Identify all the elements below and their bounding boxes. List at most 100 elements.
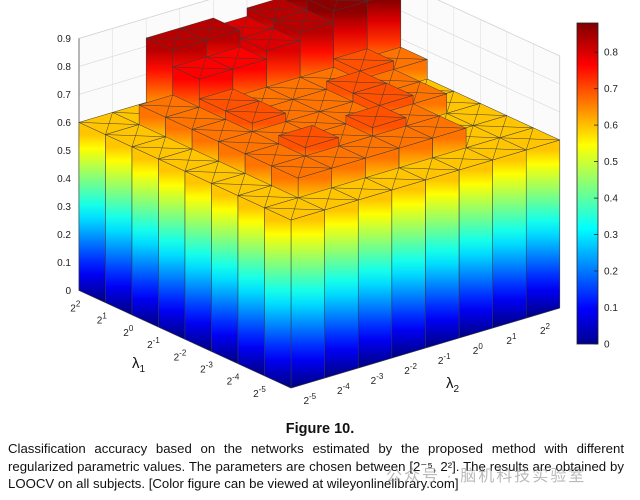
bar-face [391, 179, 426, 359]
bar-top-diagonal [271, 165, 332, 169]
bar-top-diagonal [264, 207, 325, 211]
colorbar-tick-label: 0.5 [604, 157, 618, 168]
lambda2-tick-label: 2-2 [404, 362, 417, 377]
bar-face [492, 149, 527, 329]
bar-top-diagonal [218, 141, 279, 145]
bar-top-diagonal [405, 125, 467, 129]
bar-top-diagonal [245, 153, 306, 157]
bars-group [78, 0, 561, 389]
lambda1-tick-label: 21 [97, 312, 108, 327]
bar-top-diagonal [139, 104, 200, 108]
bar-top-diagonal [266, 86, 327, 90]
lambda2-tick-label: 2-1 [438, 352, 451, 367]
z-tick-label: 0.4 [57, 174, 71, 185]
bar-top-diagonal [305, 155, 366, 159]
z-axis-ticks: 0 0.1 0.2 0.3 0.4 0.5 0.6 0.7 0.8 0.9 [57, 34, 71, 297]
bar-face [357, 189, 393, 369]
z-tick-label: 0 [65, 286, 71, 297]
bar-top-diagonal [246, 7, 308, 11]
z-tick-label: 0.5 [57, 146, 71, 157]
bar-top-diagonal [327, 0, 368, 2]
bar-top-diagonal [206, 56, 267, 60]
bar-face [105, 134, 133, 316]
bar-top-diagonal [199, 98, 260, 102]
bar-top-diagonal [158, 158, 219, 162]
figure-caption-title: Figure 10. [285, 421, 355, 437]
bar-0-0 [263, 197, 326, 389]
bar-top-diagonal [211, 183, 272, 186]
colorbar-tick-label: 0.6 [604, 121, 618, 132]
bar-face [290, 209, 325, 389]
bar-face [425, 169, 460, 349]
bar-face [184, 170, 212, 352]
colorbar-tick-label: 0.2 [604, 267, 618, 278]
bar-top-diagonal [239, 38, 301, 42]
bar-top-diagonal [165, 116, 226, 120]
colorbar-tick-label: 0.3 [604, 230, 618, 241]
bar-top-diagonal [352, 92, 414, 96]
bar-top-diagonal [473, 125, 534, 129]
lambda2-tick-label: 22 [540, 322, 551, 337]
bar-top-diagonal [78, 122, 140, 125]
bar-face [324, 199, 359, 379]
bar-top-diagonal [446, 113, 507, 116]
bar-top-diagonal [192, 129, 253, 132]
bar-top-diagonal [398, 167, 460, 171]
colorbar-tick-label: 0 [604, 340, 610, 351]
bar-top [363, 0, 373, 2]
lambda1-tick-label: 2-5 [253, 385, 266, 400]
bar-top-diagonal [146, 37, 207, 41]
z-tick-label: 0.8 [57, 62, 71, 73]
z-tick-label: 0.7 [57, 90, 71, 101]
lambda2-tick-label: 21 [506, 332, 517, 347]
bar-face [131, 146, 159, 328]
bar-top-diagonal [184, 170, 246, 174]
bar3d-chart: 0 0.1 0.2 0.3 0.4 0.5 0.6 0.7 0.8 0.9 2-5 2-4 2-3 2-… [57, 0, 618, 407]
colorbar-tick-label: 0.8 [604, 48, 618, 59]
bar-top-diagonal [131, 146, 193, 150]
z-gridline [78, 0, 560, 57]
bar-face [211, 183, 239, 364]
bar-face [237, 195, 265, 377]
watermark: 公众号 · 脑机科技实验室 [386, 468, 587, 485]
lambda1-tick-label: 20 [123, 324, 134, 339]
lambda1-axis-ticks: 2-5 2-4 2-3 2-2 2-1 20 21 22 [70, 300, 266, 400]
bar-top-diagonal [338, 145, 399, 149]
bar-top-diagonal [499, 137, 560, 141]
bar-top-diagonal [105, 134, 166, 138]
colorbar-tick-label: 0.1 [604, 303, 618, 314]
colorbar-tick-label: 0.7 [604, 84, 618, 95]
z-tick-label: 0.9 [57, 34, 71, 45]
z-tick-label: 0.2 [57, 230, 71, 241]
lambda1-tick-label: 2-4 [227, 373, 240, 388]
lambda2-tick-label: 2-3 [371, 372, 384, 387]
bar-top-diagonal [372, 135, 433, 139]
bar-top-diagonal [345, 115, 407, 118]
lambda2-tick-label: 2-4 [337, 382, 350, 397]
bar-top-diagonal [172, 66, 233, 70]
z-tick-label: 0.1 [57, 258, 71, 269]
lambda1-axis-label: λ1 [132, 355, 146, 375]
lambda1-tick-label: 2-1 [147, 336, 160, 351]
bar-top [308, 0, 368, 12]
z-tick-label: 0.3 [57, 202, 71, 213]
bar-top-diagonal [292, 99, 354, 102]
bar-face [158, 158, 186, 340]
lambda2-axis-label: λ2 [446, 375, 460, 395]
bar-face [78, 122, 106, 303]
bar-top-diagonal [326, 80, 387, 84]
bar-top-diagonal [179, 27, 240, 31]
colorbar-ticks: 0 0.1 0.2 0.3 0.4 0.5 0.6 0.7 0.8 [594, 48, 618, 351]
bar-top-diagonal [285, 121, 346, 125]
z-tick-label: 0.6 [57, 118, 71, 129]
lambda2-tick-label: 2-5 [303, 392, 316, 407]
lambda1-tick-label: 2-3 [200, 361, 213, 376]
lambda2-tick-label: 20 [473, 342, 484, 357]
lambda1-tick-label: 2-2 [174, 348, 187, 363]
bar-top-diagonal [298, 197, 359, 201]
figure-caption-text: Classification accuracy based on the net… [8, 441, 624, 491]
colorbar-tick-label: 0.4 [604, 194, 618, 205]
bar-top-diagonal [333, 58, 394, 62]
bar-face [458, 159, 493, 339]
bar-top-diagonal [331, 187, 392, 191]
